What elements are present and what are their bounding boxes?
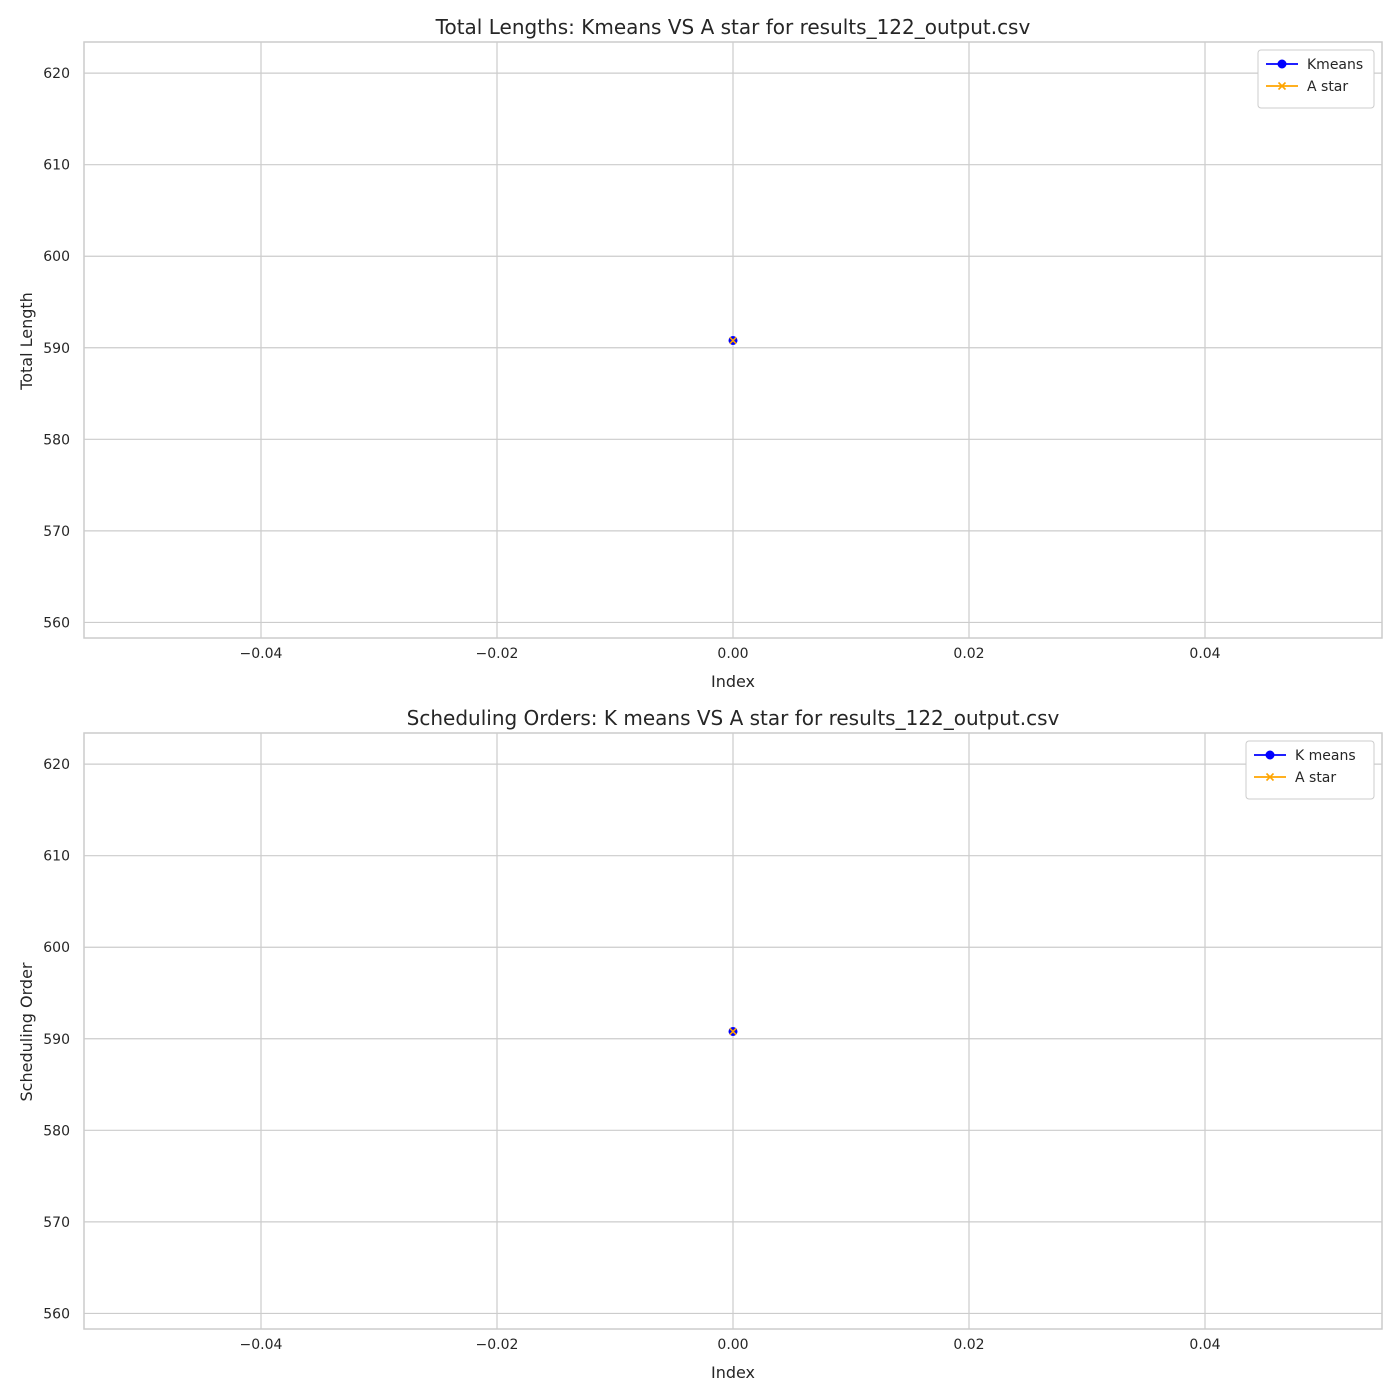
y-tick-label: 580 — [43, 1123, 70, 1139]
legend-marker — [1265, 772, 1275, 782]
legend-entry-label: K means — [1295, 748, 1356, 764]
y-tick-label: 580 — [43, 432, 70, 448]
legend-marker — [1265, 750, 1275, 760]
x-tick-label: 0.04 — [1189, 1337, 1220, 1353]
y-tick-label: 590 — [43, 341, 70, 357]
x-tick-label: 0.00 — [717, 646, 748, 662]
legend: K means A star — [1245, 740, 1375, 800]
y-tick-label: 620 — [43, 757, 70, 773]
y-tick-label: 610 — [43, 849, 70, 865]
x-tick-label: 0.02 — [953, 646, 984, 662]
y-tick-label: 600 — [43, 940, 70, 956]
plot-frame — [83, 41, 1383, 639]
y-tick-label: 590 — [43, 1032, 70, 1048]
y-tick-label: 570 — [43, 1215, 70, 1231]
chart-title: Total Lengths: Kmeans VS A star for resu… — [435, 15, 1031, 39]
chart-total-lengths: Total Lengths: Kmeans VS A star for resu… — [17, 15, 1383, 691]
x-tick-label: 0.02 — [953, 1337, 984, 1353]
grid-lines — [84, 733, 1382, 1329]
x-tick-labels: −0.04 −0.02 0.00 0.02 0.04 — [240, 1337, 1221, 1353]
legend-marker-stroke-b — [1265, 772, 1275, 782]
legend-entry-label: A star — [1295, 770, 1336, 786]
y-tick-label: 610 — [43, 158, 70, 174]
x-tick-label: −0.02 — [476, 1337, 519, 1353]
legend-marker — [1277, 59, 1287, 69]
chart-title: Scheduling Orders: K means VS A star for… — [407, 706, 1060, 730]
data-point-x-stroke-b — [729, 336, 737, 345]
data-point-x — [729, 336, 737, 345]
data-point-x-stroke-b — [729, 1027, 737, 1036]
chart-scheduling-orders: Scheduling Orders: K means VS A star for… — [17, 706, 1383, 1382]
y-axis-label: Total Length — [17, 292, 36, 391]
x-axis-label: Index — [711, 672, 755, 691]
y-tick-label: 570 — [43, 524, 70, 540]
y-tick-label: 560 — [43, 615, 70, 631]
y-tick-label: 620 — [43, 66, 70, 82]
y-axis-label: Scheduling Order — [17, 962, 36, 1101]
x-tick-label: 0.04 — [1189, 646, 1220, 662]
y-tick-label: 600 — [43, 249, 70, 265]
y-tick-labels: 560 570 580 590 600 610 620 — [43, 757, 70, 1322]
x-tick-label: 0.00 — [717, 1337, 748, 1353]
y-tick-labels: 560 570 580 590 600 610 620 — [43, 66, 70, 631]
plot-frame — [83, 732, 1383, 1330]
x-tick-label: −0.04 — [240, 1337, 283, 1353]
data-points — [728, 335, 738, 345]
x-tick-labels: −0.04 −0.02 0.00 0.02 0.04 — [240, 646, 1221, 662]
legend-marker-stroke-b — [1277, 81, 1287, 91]
legend-entry-label: Kmeans — [1307, 57, 1363, 73]
data-points — [728, 1026, 738, 1036]
x-tick-label: −0.04 — [240, 646, 283, 662]
x-tick-label: −0.02 — [476, 646, 519, 662]
legend-entry-label: A star — [1307, 79, 1348, 95]
x-axis-label: Index — [711, 1363, 755, 1382]
y-tick-label: 560 — [43, 1306, 70, 1322]
legend: Kmeans A star — [1257, 49, 1375, 109]
legend-marker — [1277, 81, 1287, 91]
data-point-x — [729, 1027, 737, 1036]
